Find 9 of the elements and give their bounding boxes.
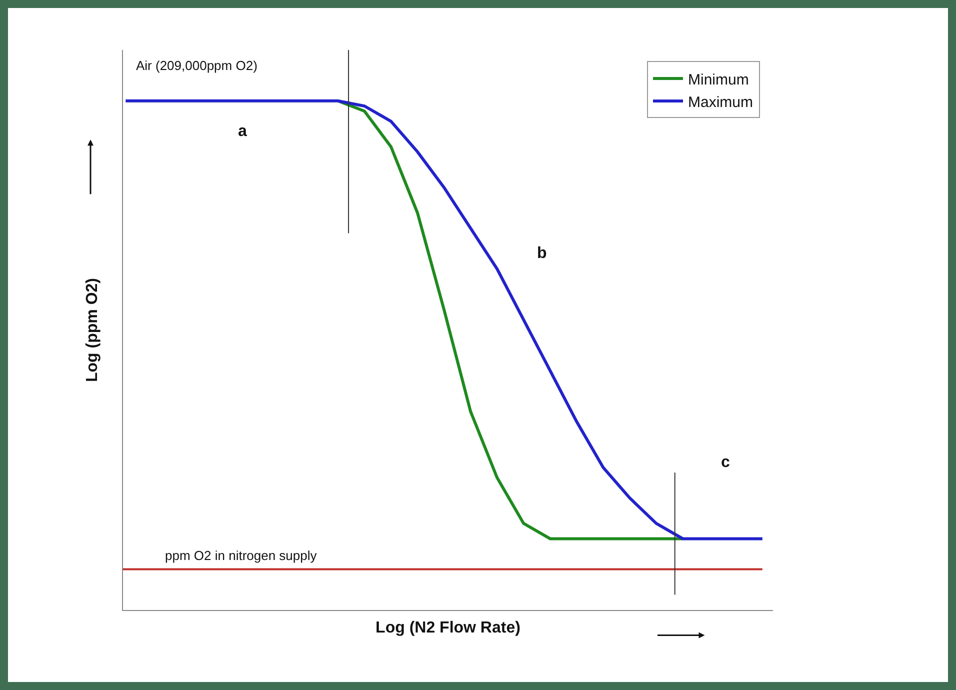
ref-line-label: ppm O2 in nitrogen supply bbox=[165, 548, 318, 563]
annotation: b bbox=[537, 245, 547, 262]
text: Air (209,000ppm O2) bbox=[136, 58, 258, 73]
y-axis-title: Log (ppm O2) bbox=[84, 278, 101, 382]
legend-label: Maximum bbox=[688, 94, 754, 111]
legend-label: Minimum bbox=[688, 71, 749, 88]
annotation: a bbox=[238, 123, 247, 140]
annotation: c bbox=[721, 454, 730, 471]
x-axis-title: Log (N2 Flow Rate) bbox=[376, 619, 520, 636]
